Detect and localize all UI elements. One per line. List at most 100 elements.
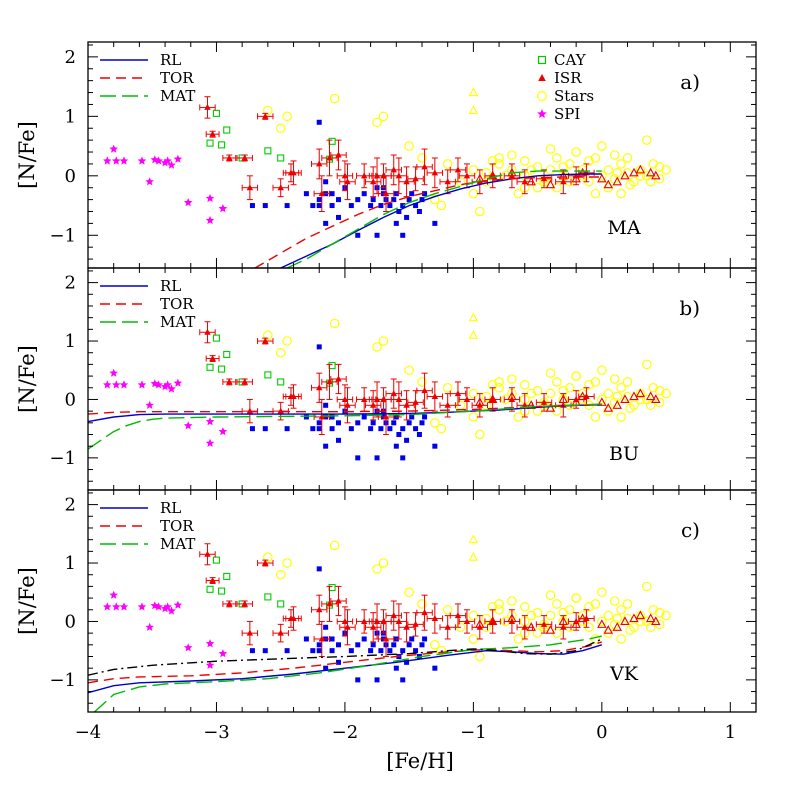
blue-square-point — [355, 232, 361, 238]
blue-square-point — [329, 648, 335, 654]
isr-point — [339, 609, 356, 646]
blue-square-point — [316, 420, 322, 426]
stars-point — [378, 558, 389, 568]
legend-marker-spi — [537, 109, 547, 118]
isr-point — [313, 398, 331, 435]
triangle-point — [635, 610, 646, 620]
isr-point — [241, 175, 259, 201]
blue-square-point — [249, 648, 255, 654]
blue-square-point — [368, 203, 374, 209]
isr-point — [416, 372, 433, 409]
stars-point — [494, 153, 504, 163]
blue-square-point — [329, 203, 335, 209]
blue-square-point — [404, 659, 410, 665]
stars-point — [645, 400, 656, 411]
isr-point — [426, 157, 444, 189]
legend-label: RL — [160, 499, 181, 517]
stars-point — [642, 359, 652, 370]
isr-point — [398, 166, 415, 198]
isr-point — [311, 372, 328, 403]
blue-square-point — [262, 426, 268, 432]
spi-point — [205, 193, 215, 203]
stars-point — [263, 330, 273, 340]
blue-square-point — [419, 642, 425, 648]
stars-point — [436, 645, 447, 656]
blue-square-point — [262, 203, 268, 209]
spi-point — [112, 602, 121, 611]
spi-point — [218, 649, 228, 658]
isr-point — [471, 615, 489, 640]
series-line-extra — [88, 638, 603, 676]
isr-point — [364, 612, 382, 643]
stars-point — [507, 596, 517, 606]
isr-point — [311, 594, 328, 625]
isr-point — [471, 393, 489, 418]
blue-square-point — [422, 636, 428, 642]
triangle-point — [526, 622, 536, 631]
triangle-point — [635, 388, 646, 398]
stars-point — [622, 153, 633, 163]
blue-square-point — [249, 426, 255, 432]
spi-point — [173, 600, 183, 609]
spi-point — [112, 380, 121, 389]
triangle-point — [635, 164, 646, 174]
isr-point — [535, 169, 553, 189]
stars-point — [564, 159, 575, 169]
isr-point — [236, 600, 253, 608]
blue-square-point — [391, 642, 397, 648]
cay-point — [264, 371, 272, 379]
isr-point — [236, 378, 253, 386]
stars-point — [609, 596, 620, 606]
isr-point — [516, 615, 533, 640]
blue-square-point — [368, 648, 374, 654]
stars-point — [329, 540, 340, 551]
blue-square-point — [329, 426, 335, 432]
isr-point — [484, 609, 501, 634]
blue-square-point — [404, 437, 410, 443]
isr-point — [313, 620, 331, 657]
stars-point — [661, 165, 671, 175]
stars-point — [475, 429, 485, 440]
cay-point — [264, 593, 272, 601]
isr-point — [516, 169, 533, 195]
isr-point — [503, 609, 521, 634]
blue-square-point — [284, 426, 290, 432]
stars-point — [468, 634, 479, 644]
stars-point — [545, 388, 556, 399]
blue-square-point — [316, 648, 322, 654]
stars-point — [597, 587, 607, 598]
series-line-mat — [286, 170, 602, 268]
y-tick-label: 0 — [65, 166, 76, 187]
isr-point — [398, 612, 415, 643]
y-axis-label: [N/Fe] — [15, 121, 39, 189]
isr-point — [426, 381, 444, 412]
spi-point — [205, 438, 215, 447]
stars-point — [609, 150, 620, 160]
cay-point — [223, 350, 231, 359]
spi-point — [160, 382, 170, 391]
blue-square-point — [374, 677, 380, 683]
spi-point — [205, 660, 215, 669]
panel-label: a) — [680, 70, 700, 94]
blue-square-point — [336, 437, 341, 443]
cay-point — [212, 109, 221, 117]
legend-label: CAY — [554, 51, 587, 69]
stars-point — [648, 604, 659, 615]
legend-label: Stars — [554, 87, 594, 105]
isr-point — [407, 612, 424, 637]
blue-square-point — [310, 426, 316, 432]
stars-point — [282, 111, 292, 122]
spi-point — [183, 421, 193, 430]
stars-point — [597, 141, 607, 151]
legend-marker-stars — [536, 90, 548, 102]
stars-point — [442, 382, 453, 393]
stars-point — [507, 150, 517, 160]
cay-point — [206, 363, 214, 371]
isr-point — [567, 612, 585, 631]
spi-point — [112, 156, 121, 165]
blue-square-point — [387, 648, 393, 654]
isr-point — [205, 130, 220, 138]
isr-point — [503, 163, 521, 189]
